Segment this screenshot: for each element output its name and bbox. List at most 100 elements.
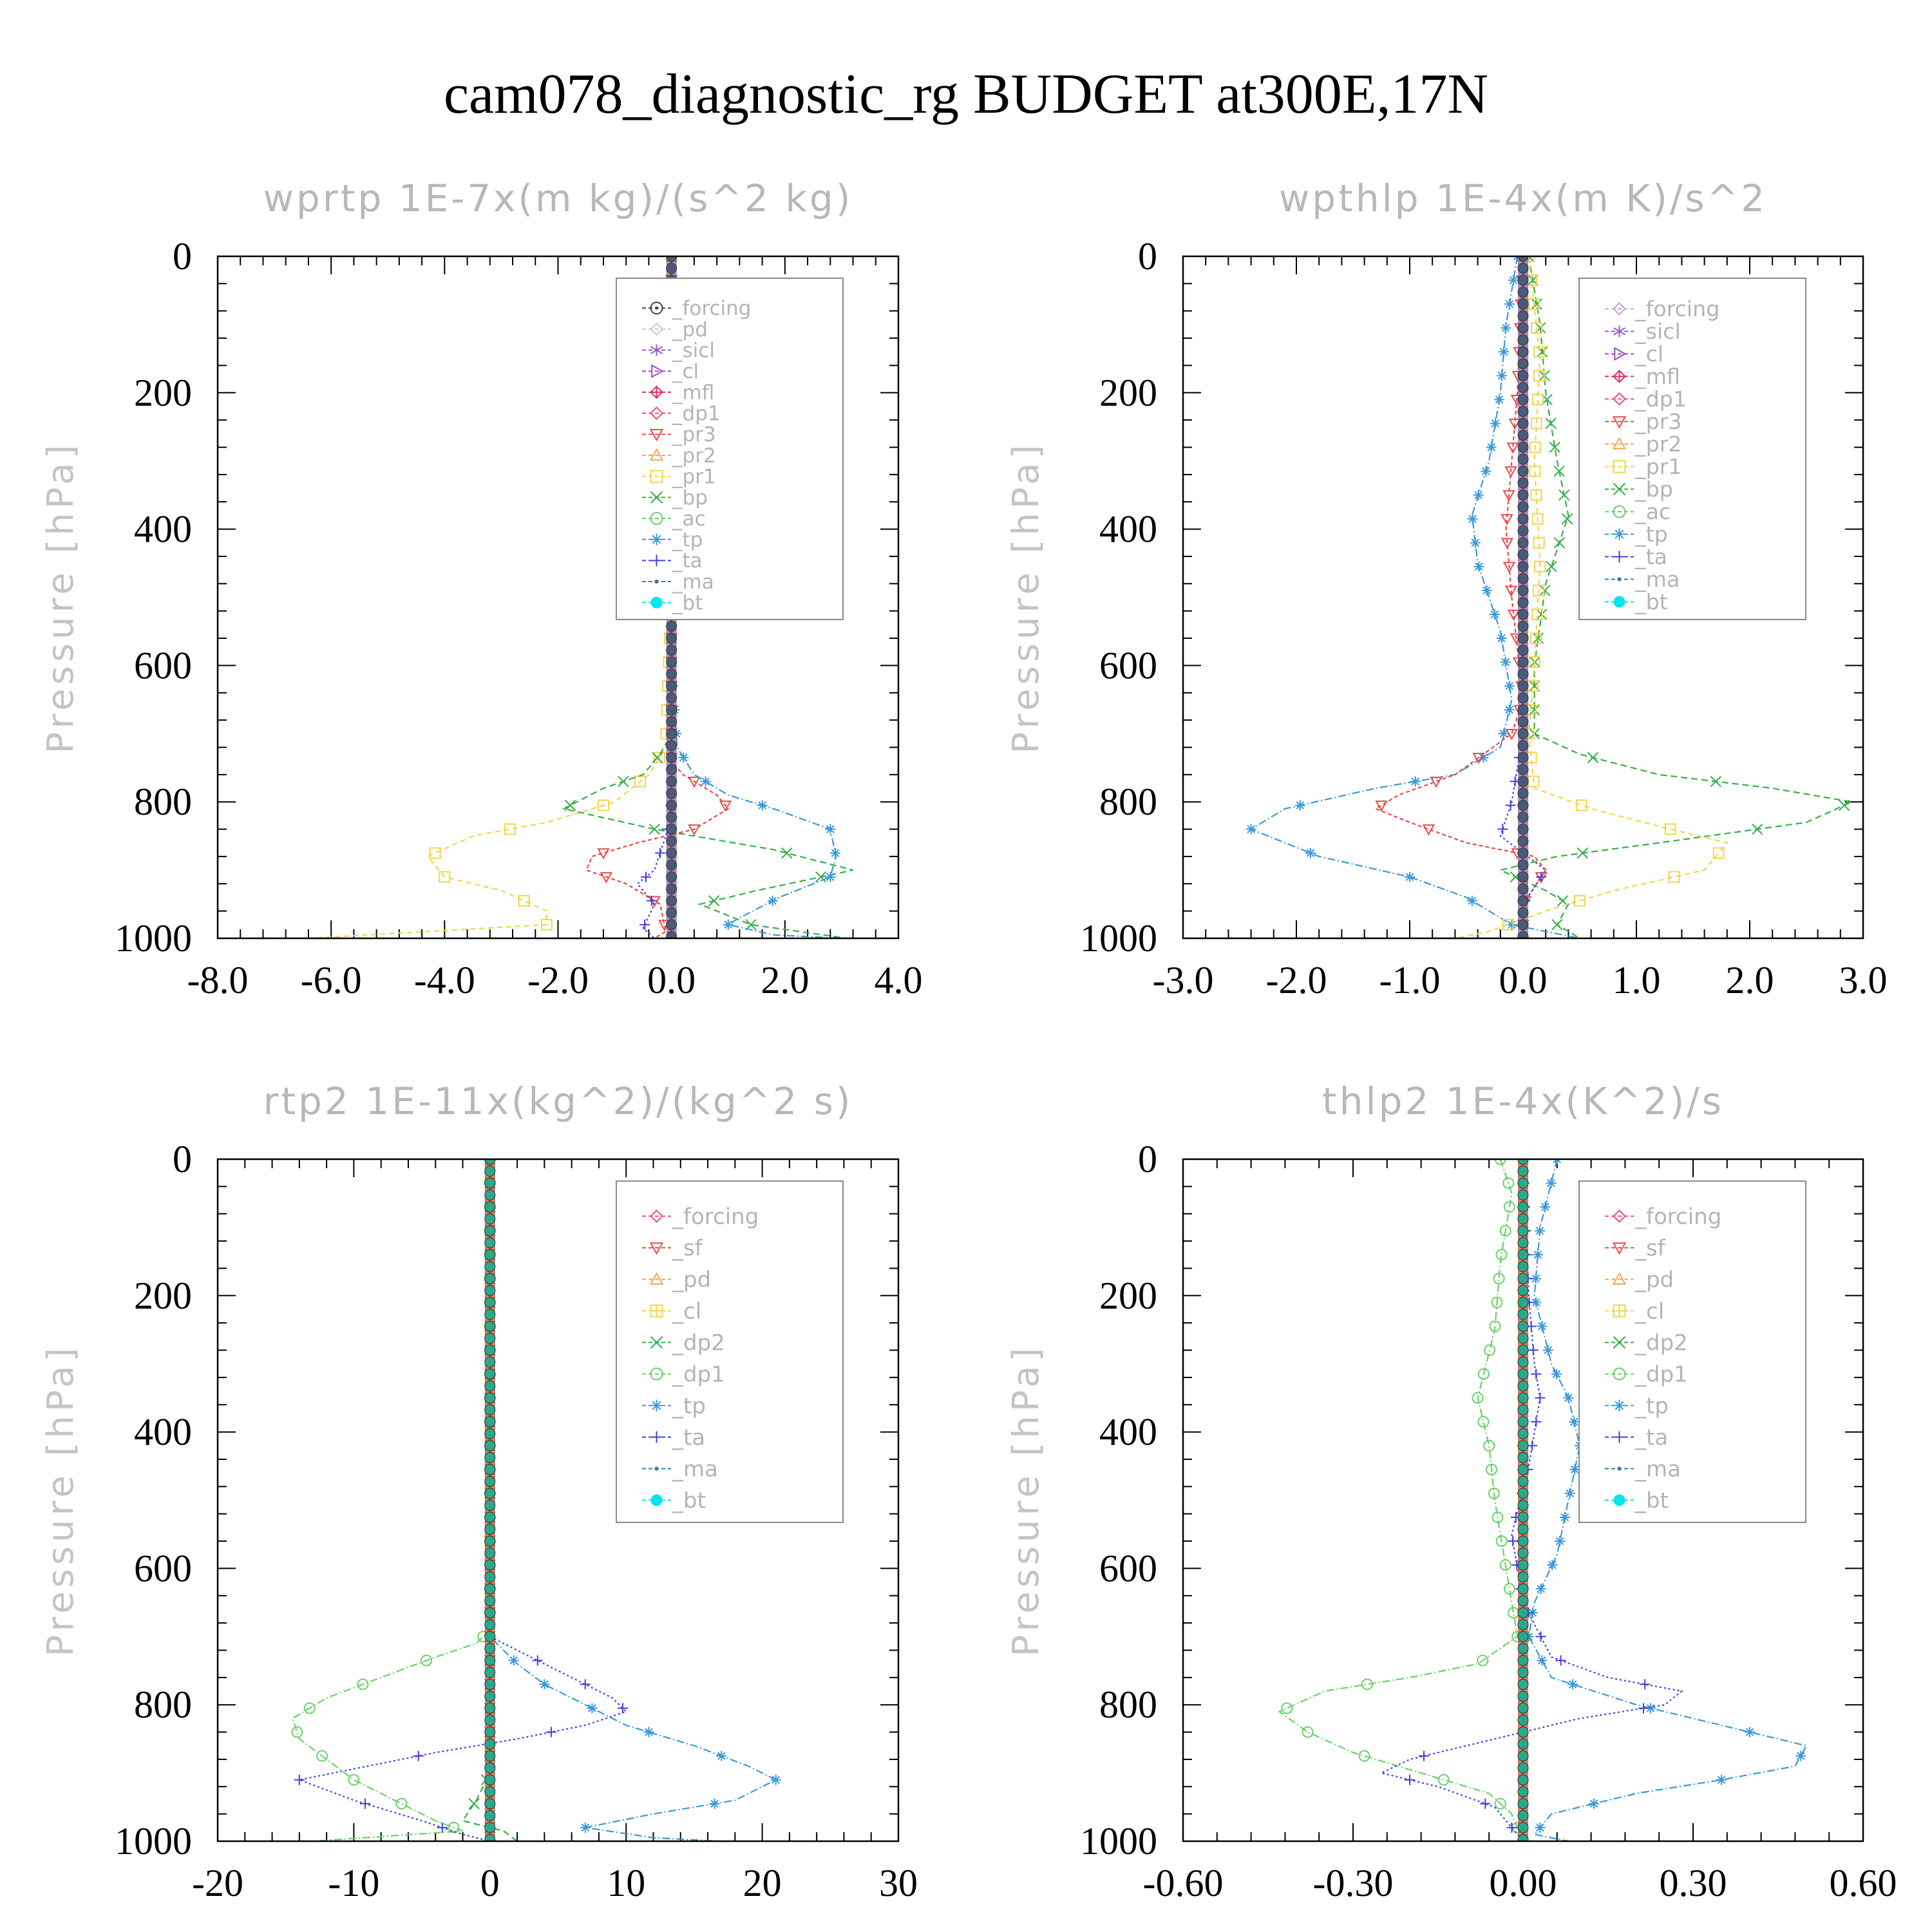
series-line bbox=[291, 1159, 491, 1841]
data-point bbox=[1494, 1797, 1506, 1810]
series-dp1 bbox=[291, 1159, 496, 1841]
column-marker bbox=[1517, 334, 1529, 346]
legend-entry-sicl: _sicl bbox=[642, 339, 715, 363]
data-point bbox=[1575, 799, 1587, 811]
x-tick-label: 4.0 bbox=[875, 959, 923, 1001]
column-marker bbox=[484, 1524, 496, 1535]
data-point bbox=[1504, 299, 1515, 310]
data-point bbox=[1528, 298, 1540, 310]
legend-entry-dp1: _dp1 bbox=[1605, 1361, 1688, 1387]
y-tick-label: 400 bbox=[134, 1411, 192, 1454]
data-point bbox=[1531, 608, 1543, 620]
column-marker bbox=[1517, 263, 1529, 274]
column-marker bbox=[666, 871, 677, 883]
column-marker bbox=[666, 740, 677, 752]
x-tick-label: -0.30 bbox=[1313, 1862, 1394, 1904]
column-marker bbox=[484, 1559, 496, 1571]
column-marker bbox=[484, 1833, 496, 1841]
legend-label: _pd bbox=[1634, 1267, 1674, 1293]
column-marker bbox=[666, 835, 677, 847]
legend-label: _sf bbox=[1634, 1235, 1666, 1261]
legend-entry-forcing: _forcing bbox=[1605, 296, 1719, 321]
panel-title: thlp2 1E-4x(K^2)/s bbox=[1322, 1079, 1724, 1123]
data-point bbox=[1506, 919, 1517, 930]
y-tick-label: 800 bbox=[134, 1683, 192, 1726]
data-point bbox=[1508, 1536, 1519, 1547]
column-marker bbox=[484, 1475, 496, 1487]
data-point bbox=[1502, 490, 1515, 502]
data-point bbox=[1501, 514, 1513, 526]
series-line bbox=[1374, 256, 1547, 938]
legend-label: _pr3 bbox=[672, 423, 716, 446]
column-marker bbox=[666, 621, 677, 632]
legend-entry-pr3: _pr3 bbox=[1605, 409, 1682, 434]
data-point bbox=[1491, 1296, 1503, 1309]
column-marker bbox=[1517, 668, 1529, 680]
legend-entry-forcing: _forcing bbox=[642, 297, 752, 320]
data-point bbox=[1531, 1416, 1542, 1427]
legend-entry-cl: _cl bbox=[1605, 341, 1663, 366]
data-point bbox=[1501, 538, 1514, 549]
column-marker bbox=[484, 1631, 496, 1642]
y-tick-label: 400 bbox=[134, 508, 192, 551]
data-point bbox=[348, 1774, 360, 1786]
column-marker bbox=[1517, 1607, 1529, 1618]
column-marker bbox=[1517, 274, 1529, 286]
data-point bbox=[1716, 1774, 1727, 1785]
data-point bbox=[651, 752, 663, 764]
column-marker bbox=[666, 931, 677, 938]
column-marker bbox=[666, 883, 677, 895]
data-point bbox=[1496, 633, 1507, 644]
column-marker bbox=[1517, 1750, 1529, 1762]
column-marker bbox=[1517, 835, 1529, 847]
column-marker bbox=[1517, 1177, 1529, 1189]
data-point bbox=[1589, 1798, 1599, 1809]
data-point bbox=[653, 752, 665, 764]
data-point bbox=[1473, 489, 1484, 500]
column-marker bbox=[484, 1727, 496, 1738]
legend-label: _pr2 bbox=[672, 444, 716, 468]
legend-label: _pd bbox=[672, 1267, 711, 1293]
legend-entry-dp1: _dp1 bbox=[1605, 386, 1687, 412]
column-marker bbox=[484, 1225, 496, 1236]
data-point bbox=[1481, 466, 1492, 477]
legend-entry-pd: _pd bbox=[642, 1267, 711, 1293]
data-point bbox=[1245, 824, 1256, 835]
data-point bbox=[1535, 1631, 1546, 1642]
column-marker bbox=[1517, 680, 1529, 692]
column-marker bbox=[1517, 525, 1529, 536]
legend-label: _tp bbox=[1634, 522, 1668, 547]
column-marker bbox=[666, 263, 677, 274]
data-point bbox=[1505, 728, 1519, 741]
data-point bbox=[1497, 370, 1507, 381]
data-point bbox=[1531, 298, 1542, 310]
legend-marker bbox=[1617, 1466, 1622, 1471]
column-marker bbox=[1517, 393, 1529, 405]
data-point bbox=[1488, 1487, 1500, 1499]
legend-label: _cl bbox=[1634, 1298, 1664, 1324]
legend-entry-ta: _ta bbox=[1605, 1425, 1668, 1450]
x-tick-label: 0.0 bbox=[1499, 959, 1548, 1001]
y-tick-label: 400 bbox=[1099, 508, 1157, 551]
legend-marker bbox=[650, 322, 663, 336]
data-point bbox=[1501, 323, 1511, 334]
x-tick-label: -10 bbox=[328, 1862, 379, 1904]
column-marker bbox=[1517, 358, 1529, 370]
data-point bbox=[1795, 1750, 1806, 1761]
data-point bbox=[580, 1679, 591, 1690]
y-tick-label: 800 bbox=[1099, 1683, 1157, 1726]
data-point bbox=[1484, 1344, 1496, 1356]
column-marker bbox=[484, 1488, 496, 1499]
data-point bbox=[1577, 847, 1589, 859]
data-point bbox=[745, 919, 757, 931]
x-tick-label: -6.0 bbox=[301, 959, 362, 1001]
legend-marker bbox=[650, 1399, 663, 1412]
data-point bbox=[1504, 466, 1517, 478]
column-marker bbox=[484, 1535, 496, 1547]
legend-marker bbox=[649, 1242, 664, 1255]
column-marker bbox=[1517, 370, 1529, 381]
column-marker bbox=[1517, 382, 1529, 393]
data-point bbox=[1569, 1416, 1580, 1427]
x-tick-label: -8.0 bbox=[187, 959, 249, 1001]
column-marker bbox=[1517, 1833, 1529, 1841]
